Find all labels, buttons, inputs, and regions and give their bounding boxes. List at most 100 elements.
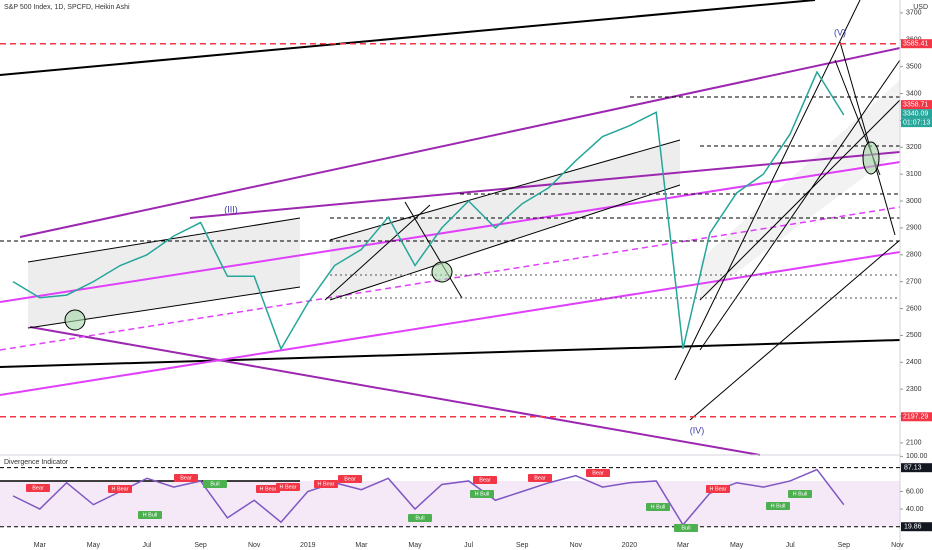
x-tick-label: Jul (143, 542, 152, 549)
trend-line (699, 59, 901, 351)
signal-box (276, 483, 300, 491)
wave-label: (V) (834, 27, 846, 37)
price-label: 3358.71 (903, 101, 928, 108)
y-tick-label: 2400 (906, 359, 922, 366)
highlight-circle (64, 309, 86, 331)
x-tick-label: Mar (355, 542, 368, 549)
signal-box (26, 484, 50, 492)
signal-label: Bull (681, 525, 690, 531)
axis-unit: USD (913, 4, 928, 11)
price-label-box (901, 100, 932, 110)
signal-box (138, 511, 162, 519)
countdown: 01:07:13 (903, 119, 930, 126)
x-tick-label: Jul (464, 542, 473, 549)
signal-box (314, 480, 338, 488)
signal-label: Bear (344, 476, 356, 482)
trend-line (329, 184, 681, 301)
trend-line (0, 161, 901, 303)
signal-box (108, 485, 132, 493)
y-tick-label: 3000 (906, 198, 922, 205)
countdown-box (901, 118, 932, 128)
y-tick-label: 3400 (906, 90, 922, 97)
x-tick-label: Sep (516, 542, 529, 549)
trend-line (689, 239, 901, 421)
y-tick-label: 3500 (906, 63, 922, 70)
price-label: 3585.41 (903, 41, 928, 48)
signal-box (766, 502, 790, 510)
signal-label: H Bull (475, 491, 490, 497)
y-tick-label: 40.00 (906, 506, 924, 513)
wave-label: (IV) (690, 425, 705, 435)
signal-box (203, 480, 227, 488)
signal-box (470, 490, 494, 498)
signal-label: H Bull (771, 503, 786, 509)
trend-line (0, 0, 816, 76)
trend-line (0, 339, 901, 368)
signal-box (528, 474, 552, 482)
trend-line (839, 41, 896, 236)
x-tick-label: Nov (248, 542, 261, 549)
x-tick-label: 2019 (300, 542, 316, 549)
signal-box (338, 475, 362, 483)
y-tick-label: 3700 (906, 10, 922, 17)
signal-box (408, 514, 432, 522)
signal-label: H Bull (143, 512, 158, 518)
chart-title: S&P 500 Index, 1D, SPCFD, Heikin Ashi (4, 4, 130, 11)
signal-label: Bear (592, 470, 604, 476)
y-tick-label: 3200 (906, 144, 922, 151)
signal-box (706, 485, 730, 493)
trend-line (27, 217, 301, 263)
highlight-circle (862, 141, 880, 175)
y-tick-label: 2100 (906, 440, 922, 447)
trend-line (699, 99, 901, 301)
trend-line (0, 251, 901, 396)
signal-label: H Bear (709, 486, 726, 492)
channel (28, 218, 300, 328)
signal-box (473, 476, 497, 484)
signal-box (646, 503, 670, 511)
signal-box (586, 469, 610, 477)
signal-box (674, 524, 698, 532)
x-tick-label: May (408, 542, 422, 549)
y-tick-label: 3100 (906, 171, 922, 178)
level-label: 19.86 (904, 524, 922, 531)
level-label-box (901, 463, 932, 473)
signal-label: Bear (479, 477, 491, 483)
signal-label: H Bear (259, 486, 276, 492)
signal-label: Bear (32, 485, 44, 491)
x-tick-label: Sep (838, 542, 851, 549)
signal-label: Bull (210, 481, 219, 487)
signal-label: H Bear (279, 484, 296, 490)
series-line (12, 70, 845, 351)
trend-line (29, 326, 761, 456)
price-label: 3340.09 (903, 110, 928, 117)
price-label: 2197.29 (903, 414, 928, 421)
signal-label: Bull (415, 515, 424, 521)
series-line (12, 468, 845, 527)
trend-line (674, 0, 861, 381)
y-tick-label: 60.00 (906, 488, 924, 495)
indicator-title: Divergence Indicator (4, 459, 69, 466)
x-tick-label: May (730, 542, 744, 549)
x-tick-label: May (87, 542, 101, 549)
channel (700, 80, 900, 300)
signal-box (788, 490, 812, 498)
signal-box (256, 485, 280, 493)
x-tick-label: Jul (786, 542, 795, 549)
trend-line (324, 204, 431, 301)
y-tick-label: 100.00 (906, 453, 928, 460)
signal-label: H Bear (111, 486, 128, 492)
price-label-box (901, 109, 932, 119)
signal-label: Bear (534, 475, 546, 481)
trend-line (19, 47, 901, 238)
x-tick-label: Mar (677, 542, 690, 549)
y-tick-label: 2700 (906, 278, 922, 285)
highlight-circle (431, 261, 453, 283)
trend-line (329, 139, 681, 241)
level-label-box (901, 522, 932, 532)
x-tick-label: Mar (34, 542, 47, 549)
y-tick-label: 2500 (906, 332, 922, 339)
level-label: 87.13 (904, 465, 922, 472)
x-tick-label: Sep (194, 542, 207, 549)
x-tick-label: Nov (891, 542, 904, 549)
